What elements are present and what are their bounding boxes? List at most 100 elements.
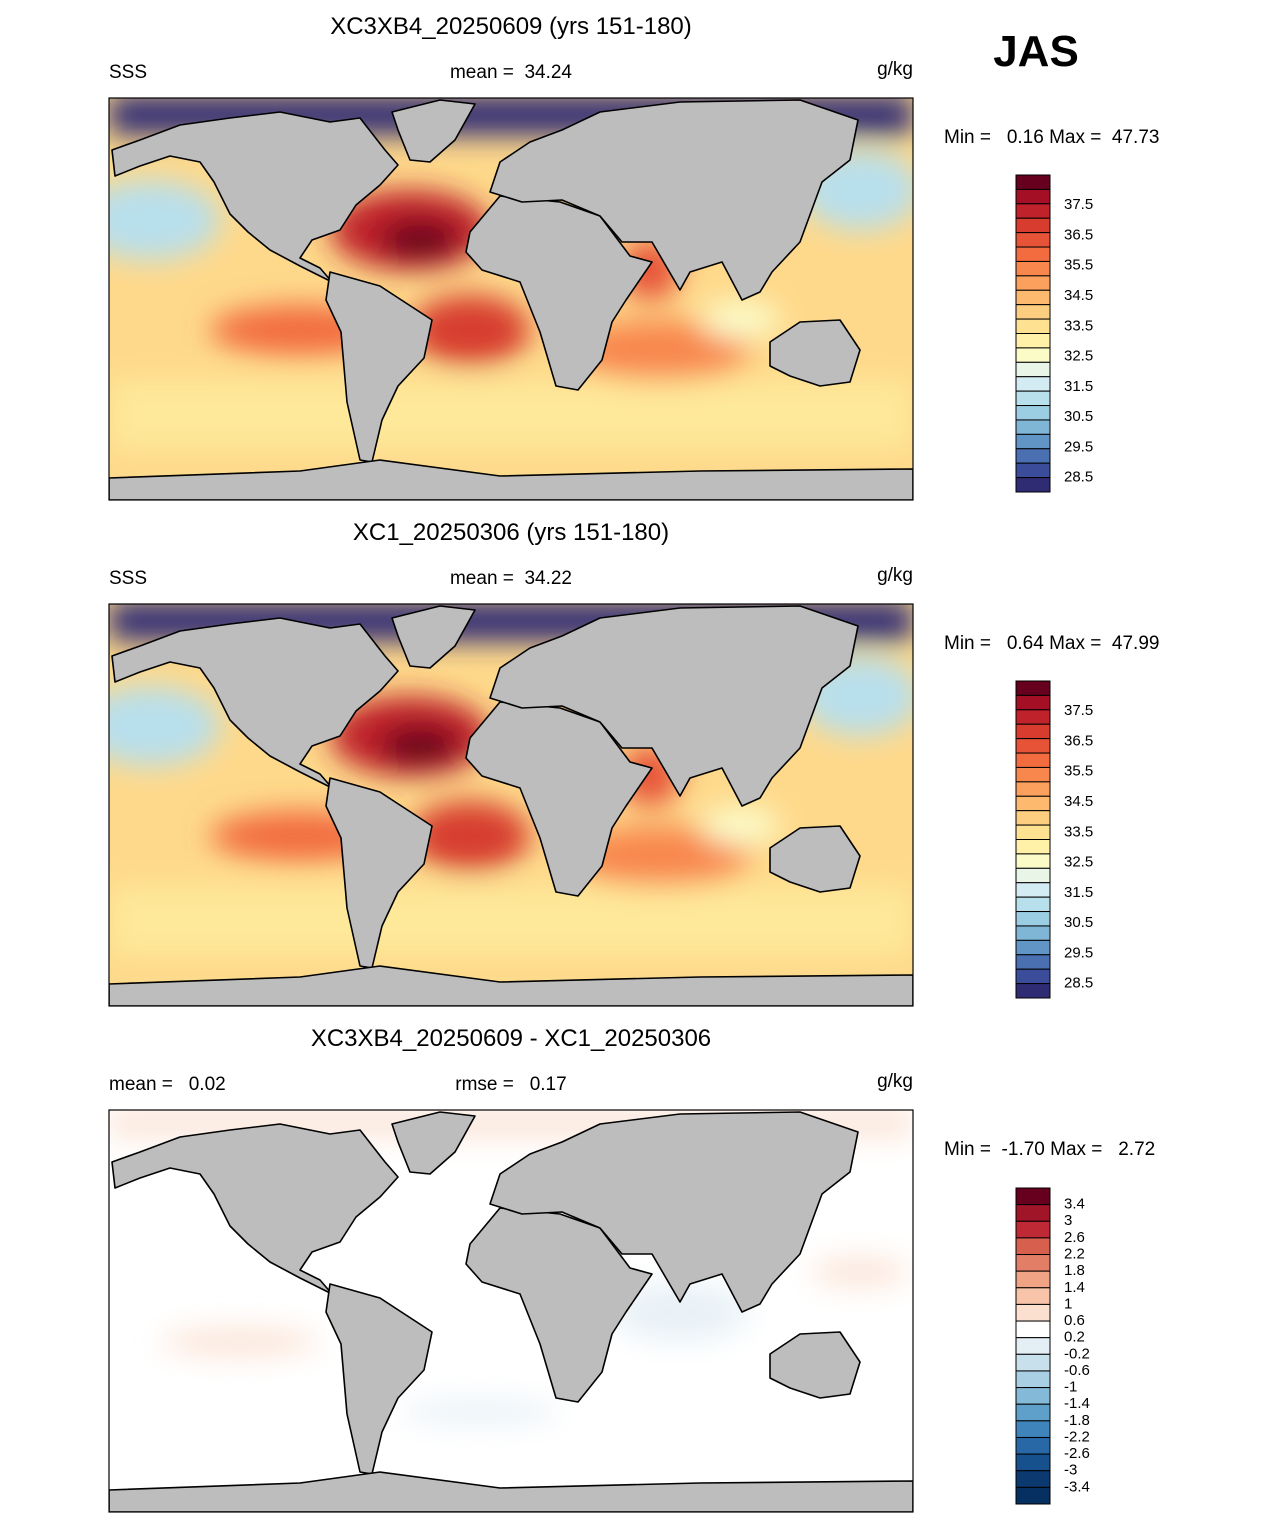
colorbar-box [1015, 1254, 1051, 1272]
colorbar-box [1015, 752, 1051, 768]
colorbar-label: -1.8 [1064, 1412, 1090, 1429]
colorbar-box [1015, 766, 1051, 783]
colorbar-box [1015, 1337, 1051, 1355]
colorbar-box [1015, 203, 1051, 219]
colorbar-box [1015, 333, 1051, 349]
colorbar-label: 34.5 [1064, 793, 1093, 810]
statistic-label: mean = 34.22 [450, 568, 572, 589]
colorbar-box [1015, 289, 1051, 306]
colorbar-box [1015, 1303, 1051, 1322]
colorbar-box [1015, 347, 1051, 363]
colorbar-label: 28.5 [1064, 975, 1093, 992]
colorbar-box [1015, 376, 1051, 392]
colorbar-label: 1.8 [1064, 1262, 1085, 1279]
colorbar-label: 28.5 [1064, 469, 1093, 486]
colorbar-box [1015, 318, 1051, 335]
colorbar-label: 30.5 [1064, 408, 1093, 425]
colorbar-label: 36.5 [1064, 226, 1093, 243]
colorbar-label: 35.5 [1064, 257, 1093, 274]
colorbar-box [1015, 1420, 1051, 1438]
colorbar-box [1015, 477, 1051, 493]
colorbar-label: 2.6 [1064, 1229, 1085, 1246]
colorbar-label: 1.4 [1064, 1279, 1085, 1296]
colorbar-label: 29.5 [1064, 944, 1093, 961]
colorbar-box [1015, 781, 1051, 797]
colorbar-label: 29.5 [1064, 438, 1093, 455]
colorbar-label: 32.5 [1064, 348, 1093, 365]
colorbar-box [1015, 738, 1051, 754]
variable-label: SSS [109, 62, 147, 83]
colorbar-label: 33.5 [1064, 317, 1093, 334]
colorbar-box [1015, 1403, 1051, 1422]
units-label: g/kg [877, 59, 913, 80]
colorbar-box [1015, 1220, 1051, 1239]
colorbar-label: 0.2 [1064, 1329, 1085, 1346]
colorbar-label: 37.5 [1064, 702, 1093, 719]
colorbar-label: 30.5 [1064, 914, 1093, 931]
colorbar-box [1015, 839, 1051, 855]
range-label: Min = 0.64 Max = 47.99 [944, 633, 1159, 654]
colorbar-label: 33.5 [1064, 823, 1093, 840]
map-frame [108, 97, 914, 501]
units-label: g/kg [877, 1071, 913, 1092]
colorbar-box [1015, 810, 1051, 826]
colorbar-box [1015, 304, 1051, 320]
colorbar-box [1015, 911, 1051, 927]
colorbar-box [1015, 1287, 1051, 1305]
colorbar-box [1015, 939, 1051, 956]
colorbar-box [1015, 1204, 1051, 1222]
colorbar-box [1015, 260, 1051, 277]
colorbar-label: 36.5 [1064, 732, 1093, 749]
colorbar-label: 32.5 [1064, 854, 1093, 871]
colorbar-label: 31.5 [1064, 884, 1093, 901]
colorbar-label: 35.5 [1064, 763, 1093, 780]
colorbar-label: -0.2 [1064, 1345, 1090, 1362]
colorbar-box [1015, 694, 1051, 711]
colorbar-label: 3.4 [1064, 1196, 1085, 1213]
panel: XC3XB4_20250609 (yrs 151-180) SSS mean = 3… [80, 13, 1159, 501]
units-label: g/kg [877, 565, 913, 586]
colorbar-box [1015, 896, 1051, 913]
colorbar-label: -2.2 [1064, 1428, 1090, 1445]
colorbar-box [1015, 680, 1051, 696]
colorbar-box [1015, 1353, 1051, 1372]
colorbar-label: 3 [1064, 1212, 1072, 1229]
colorbar-box [1015, 723, 1051, 740]
panel-title: XC3XB4_20250609 - XC1_20250306 [311, 1025, 711, 1052]
colorbar-label: 37.5 [1064, 196, 1093, 213]
colorbar-label: -3 [1064, 1462, 1077, 1479]
colorbar-box [1015, 433, 1051, 450]
colorbar-box [1015, 1387, 1051, 1405]
colorbar-label: 31.5 [1064, 378, 1093, 395]
colorbar-label: -3.4 [1064, 1478, 1090, 1495]
colorbar-box [1015, 795, 1051, 812]
colorbar-box [1015, 361, 1051, 378]
range-label: Min = 0.16 Max = 47.73 [944, 127, 1159, 148]
colorbar-label: -2.6 [1064, 1445, 1090, 1462]
colorbar-label: -1.4 [1064, 1395, 1090, 1412]
map-frame [108, 1109, 914, 1513]
colorbar-box [1015, 867, 1051, 884]
colorbar-box [1015, 882, 1051, 898]
colorbar-box [1015, 174, 1051, 190]
colorbar-box [1015, 462, 1051, 479]
colorbar-box [1015, 390, 1051, 407]
colorbar-box [1015, 419, 1051, 435]
colorbar-box [1015, 1187, 1051, 1206]
colorbar-box [1015, 275, 1051, 291]
variable-label: mean = 0.02 [109, 1074, 226, 1095]
colorbar-box [1015, 983, 1051, 999]
colorbar-box [1015, 217, 1051, 234]
colorbar-box [1015, 188, 1051, 205]
variable-label: SSS [109, 568, 147, 589]
range-label: Min = -1.70 Max = 2.72 [944, 1139, 1155, 1160]
colorbar-box [1015, 405, 1051, 421]
statistic-label: rmse = 0.17 [455, 1074, 566, 1095]
panel-title: XC3XB4_20250609 (yrs 151-180) [330, 13, 692, 40]
colorbar-label: 0.6 [1064, 1312, 1085, 1329]
colorbar-label: 34.5 [1064, 287, 1093, 304]
colorbar-box [1015, 1453, 1051, 1472]
panel: XC1_20250306 (yrs 151-180) SSS mean = 34.2… [80, 519, 1159, 1007]
